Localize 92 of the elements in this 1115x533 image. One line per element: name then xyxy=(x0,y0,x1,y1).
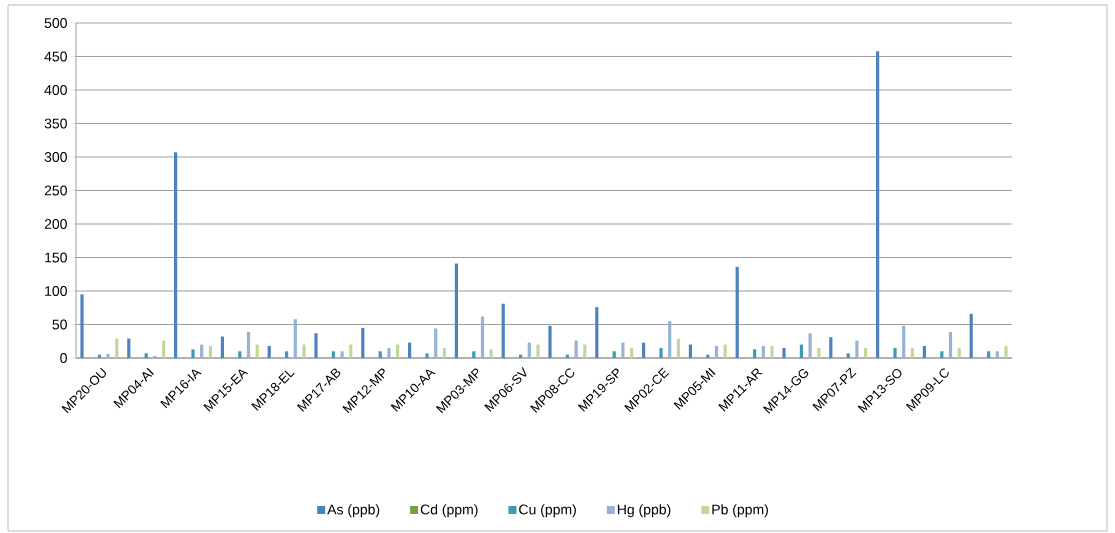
bar xyxy=(536,344,540,358)
bar xyxy=(876,51,880,358)
bar xyxy=(630,347,634,358)
y-tick-label: 200 xyxy=(44,219,67,229)
bar xyxy=(735,266,739,358)
bar xyxy=(688,344,693,358)
bar xyxy=(293,319,297,358)
bar xyxy=(770,345,774,358)
y-tick-label: 400 xyxy=(44,85,67,95)
bar xyxy=(621,342,625,358)
bar xyxy=(340,351,344,358)
bar xyxy=(846,353,850,358)
bar xyxy=(396,344,400,358)
bar xyxy=(144,353,148,358)
bar xyxy=(612,351,616,358)
bar xyxy=(799,344,804,358)
bar xyxy=(442,347,447,358)
bar xyxy=(127,338,131,358)
bar xyxy=(200,344,204,358)
bar xyxy=(714,345,719,358)
bar xyxy=(361,327,365,358)
bar xyxy=(548,325,552,358)
bar xyxy=(957,347,961,358)
bar xyxy=(174,152,178,358)
bar xyxy=(434,328,438,358)
bar xyxy=(583,344,587,358)
y-tick-label: 350 xyxy=(44,118,67,129)
bar xyxy=(940,351,944,358)
bar xyxy=(595,307,599,358)
bar xyxy=(642,342,646,358)
bar xyxy=(387,347,391,358)
bar xyxy=(864,347,868,358)
bar xyxy=(425,353,429,358)
bar xyxy=(893,347,897,358)
bar xyxy=(817,347,821,358)
bar xyxy=(676,338,681,358)
y-tick-label: 50 xyxy=(52,319,67,330)
bar xyxy=(902,325,906,358)
bar xyxy=(106,353,110,358)
bar xyxy=(162,340,166,358)
bar xyxy=(829,337,833,358)
bar xyxy=(808,333,812,358)
legend-label: Cd (ppm) xyxy=(420,504,478,518)
bar xyxy=(910,347,915,358)
bar xyxy=(987,351,991,358)
bar xyxy=(191,349,195,358)
bar xyxy=(574,340,578,358)
bar xyxy=(208,345,213,358)
bar xyxy=(948,331,953,358)
bar xyxy=(1004,345,1008,358)
legend-label: As (ppb) xyxy=(327,504,380,518)
bar xyxy=(302,344,306,358)
bar xyxy=(472,351,476,358)
bar xyxy=(246,331,251,358)
bar xyxy=(489,349,493,358)
bar xyxy=(480,316,485,358)
bar xyxy=(501,303,505,358)
bar xyxy=(331,351,336,358)
legend-label: Cu (ppm) xyxy=(519,504,576,518)
bar xyxy=(659,347,663,358)
bar xyxy=(855,340,859,358)
bar xyxy=(922,345,927,358)
bar xyxy=(969,313,973,358)
bar xyxy=(115,338,119,358)
y-tick-label: 0 xyxy=(60,353,67,363)
bar xyxy=(153,355,157,358)
bar xyxy=(668,321,672,358)
y-tick-label: 450 xyxy=(44,51,67,62)
y-tick-label: 300 xyxy=(44,152,67,162)
bar xyxy=(349,344,353,358)
bar xyxy=(782,347,786,358)
legend-label: Pb (ppm) xyxy=(712,504,768,518)
bar xyxy=(995,351,999,358)
bar xyxy=(80,294,84,358)
bar xyxy=(314,333,318,358)
bar xyxy=(408,342,412,358)
y-tick-label: 500 xyxy=(44,18,67,28)
bar xyxy=(723,344,727,358)
y-tick-label: 150 xyxy=(45,252,67,263)
bar xyxy=(761,345,765,358)
bar xyxy=(527,342,531,358)
bar xyxy=(285,351,289,358)
bar xyxy=(238,351,242,358)
bar xyxy=(267,345,271,358)
bar xyxy=(454,263,459,358)
y-tick-label: 100 xyxy=(45,286,67,296)
bar xyxy=(255,344,259,358)
bar xyxy=(753,349,757,358)
bar xyxy=(378,351,382,358)
y-tick-label: 250 xyxy=(44,185,67,196)
bar xyxy=(220,336,224,358)
legend-label: Hg (ppb) xyxy=(617,504,671,518)
